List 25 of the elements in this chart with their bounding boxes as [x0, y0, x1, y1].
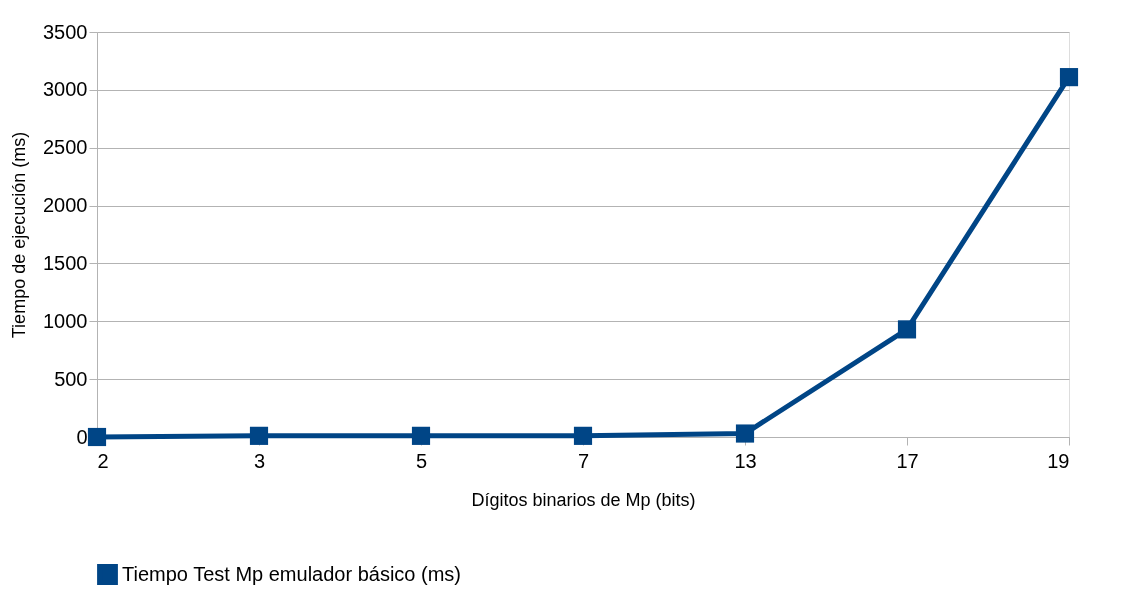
x-tick-label: 13	[734, 449, 757, 472]
point	[411, 426, 431, 445]
point	[897, 320, 917, 339]
x-tick-label: 2	[97, 449, 109, 472]
x-tick-label: 5	[415, 449, 428, 472]
y-tick-label: 2500	[43, 136, 88, 159]
y-tick-label: 0	[76, 425, 88, 448]
y-tick-label: 500	[54, 367, 88, 390]
y-tick-label: 1500	[43, 251, 88, 274]
x-axis-title: Dígitos binarios de Mp (bits)	[471, 489, 696, 510]
point	[249, 426, 269, 445]
point	[573, 426, 593, 445]
point	[1059, 68, 1079, 87]
point	[87, 427, 107, 447]
x-tick-label: 19	[1047, 449, 1070, 472]
point	[735, 424, 755, 443]
y-tick-label: 1000	[43, 309, 88, 332]
y-tick-label: 2000	[43, 194, 88, 217]
legend-label: Tiempo Test Mp emulador básico (ms)	[122, 562, 462, 585]
y-axis-title: Tiempo de ejecución (ms)	[9, 131, 30, 339]
x-tick-label: 7	[577, 449, 590, 472]
y-tick-label: 3000	[43, 78, 88, 101]
y-tick-label: 3500	[43, 20, 88, 43]
x-tick-label: 17	[896, 449, 919, 472]
x-tick-label: 3	[253, 449, 266, 472]
